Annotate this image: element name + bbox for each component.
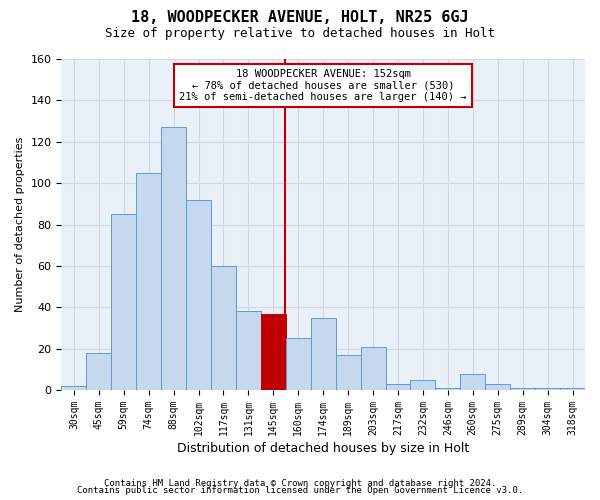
Bar <box>286 338 311 390</box>
Bar <box>410 380 436 390</box>
Y-axis label: Number of detached properties: Number of detached properties <box>15 137 25 312</box>
Bar <box>136 173 161 390</box>
Bar <box>186 200 211 390</box>
Bar <box>460 374 485 390</box>
Bar <box>86 353 111 390</box>
Bar <box>335 355 361 390</box>
Bar <box>311 318 335 390</box>
Text: Contains public sector information licensed under the Open Government Licence v3: Contains public sector information licen… <box>77 486 523 495</box>
Text: Size of property relative to detached houses in Holt: Size of property relative to detached ho… <box>105 28 495 40</box>
Text: 18 WOODPECKER AVENUE: 152sqm
← 78% of detached houses are smaller (530)
21% of s: 18 WOODPECKER AVENUE: 152sqm ← 78% of de… <box>179 69 467 102</box>
Bar <box>361 346 386 390</box>
Bar <box>535 388 560 390</box>
Bar <box>236 312 261 390</box>
Bar <box>161 128 186 390</box>
Text: 18, WOODPECKER AVENUE, HOLT, NR25 6GJ: 18, WOODPECKER AVENUE, HOLT, NR25 6GJ <box>131 10 469 25</box>
Bar <box>560 388 585 390</box>
Bar <box>436 388 460 390</box>
Bar <box>211 266 236 390</box>
Bar <box>485 384 510 390</box>
Bar <box>61 386 86 390</box>
X-axis label: Distribution of detached houses by size in Holt: Distribution of detached houses by size … <box>177 442 469 455</box>
Bar <box>261 314 286 390</box>
Bar <box>386 384 410 390</box>
Text: Contains HM Land Registry data © Crown copyright and database right 2024.: Contains HM Land Registry data © Crown c… <box>104 478 496 488</box>
Bar <box>510 388 535 390</box>
Bar <box>111 214 136 390</box>
